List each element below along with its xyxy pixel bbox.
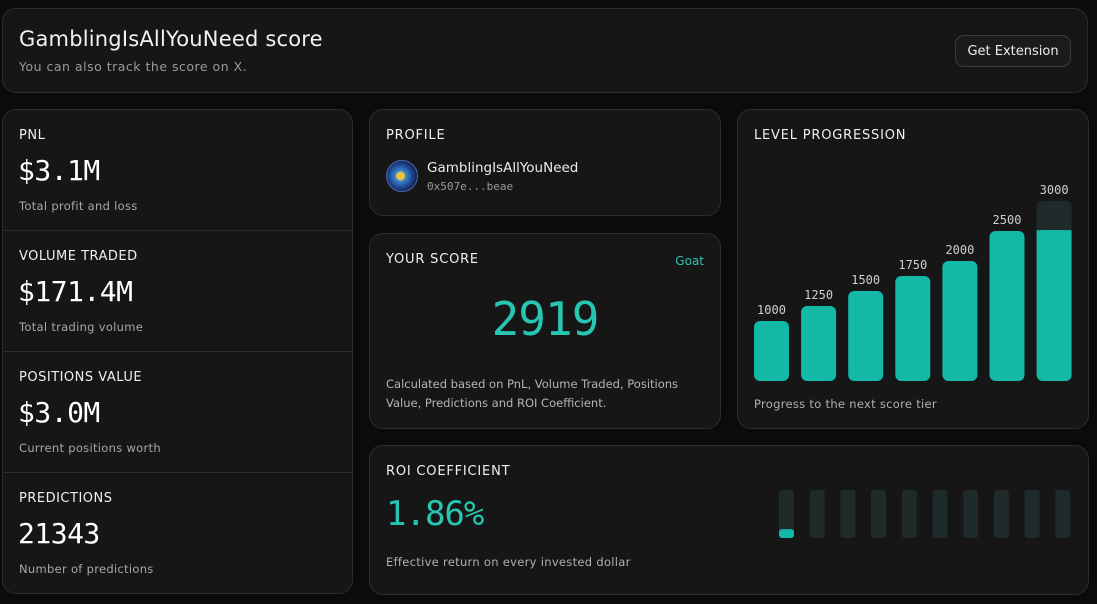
level-bar-1750 (895, 276, 931, 381)
roi-description: Effective return on every invested dolla… (386, 555, 631, 569)
roi-meter-fill (779, 529, 794, 538)
roi-meter-segment (840, 490, 856, 538)
level-tick-label: 2500 (993, 213, 1022, 227)
level-progression-card: LEVEL PROGRESSION 1000 1250 1500 1750 2000 25… (737, 109, 1089, 429)
score-card: YOUR SCORE Goat 2919 Calculated based on… (369, 233, 721, 429)
stat-label: POSITIONS VALUE (19, 370, 143, 385)
roi-meter-segment (1024, 490, 1040, 538)
page-title: GamblingIsAllYouNeed score (19, 27, 323, 51)
level-tick-label: 1750 (898, 258, 927, 272)
roi-meter-segment (993, 490, 1009, 538)
page-subtitle: You can also track the score on X. (19, 59, 248, 74)
stats-card: PNL $3.1M Total profit and loss VOLUME T… (2, 109, 353, 594)
level-tick-label: 2000 (945, 243, 974, 257)
roi-meter-segment (1055, 490, 1071, 538)
score-note: Calculated based on PnL, Volume Traded, … (386, 377, 679, 410)
level-bar-3000-fill (1036, 230, 1072, 381)
level-tick-label: 1250 (804, 288, 833, 302)
profile-label: PROFILE (386, 128, 446, 143)
stat-description: Total profit and loss (19, 199, 138, 213)
stat-value: $171.4M (18, 275, 133, 308)
stat-positions-value: POSITIONS VALUE $3.0M Current positions … (3, 352, 352, 473)
stat-value: $3.0M (18, 396, 100, 429)
wallet-address: 0x507e...beae (427, 180, 514, 193)
roi-meter-segment (871, 490, 887, 538)
level-tick-label: 1500 (851, 273, 880, 287)
level-bar-1250 (801, 306, 837, 381)
stat-label: VOLUME TRADED (19, 249, 138, 264)
roi-meter-segment (809, 490, 825, 538)
profile-card: PROFILE GamblingIsAllYouNeed 0x507e...be… (369, 109, 721, 216)
level-bar-1000 (754, 321, 789, 381)
stat-value: $3.1M (18, 154, 100, 187)
stat-description: Total trading volume (19, 320, 144, 334)
roi-card: ROI COEFFICIENT 1.86% Effective return o… (369, 445, 1089, 595)
roi-meter-segment (963, 490, 979, 538)
roi-label: ROI COEFFICIENT (386, 464, 511, 479)
tier-badge: Goat (675, 254, 704, 268)
profile-name: GamblingIsAllYouNeed (427, 160, 579, 176)
score-label: YOUR SCORE (386, 252, 479, 267)
roi-meter-segment (779, 490, 794, 538)
level-label: LEVEL PROGRESSION (754, 128, 907, 143)
level-footer: Progress to the next score tier (754, 397, 937, 411)
stat-volume-traded: VOLUME TRADED $171.4M Total trading volu… (3, 231, 352, 352)
stat-label: PNL (19, 128, 46, 143)
roi-meter-segment (901, 490, 917, 538)
level-bars: 1000 1250 1500 1750 2000 2500 3000 (754, 183, 1072, 381)
stat-description: Current positions worth (19, 441, 161, 455)
level-bar-2500 (989, 231, 1025, 381)
level-tick-label: 3000 (1040, 183, 1069, 197)
avatar[interactable] (386, 160, 418, 192)
stat-predictions: PREDICTIONS 21343 Number of predictions (3, 473, 352, 593)
level-bar-1500 (848, 291, 884, 381)
roi-meter-segment (932, 490, 948, 538)
header-card: GamblingIsAllYouNeed score You can also … (2, 8, 1088, 93)
stat-pnl: PNL $3.1M Total profit and loss (3, 110, 352, 231)
level-tick-label: 1000 (757, 303, 786, 317)
level-bar-2000 (942, 261, 978, 381)
stat-label: PREDICTIONS (19, 491, 113, 506)
level-bar-3000-fill-edge (1036, 230, 1072, 237)
stat-description: Number of predictions (19, 562, 154, 576)
get-extension-button[interactable]: Get Extension (955, 35, 1071, 67)
stat-value: 21343 (18, 517, 100, 550)
roi-meter (779, 490, 1071, 538)
score-value: 2919 (491, 292, 600, 346)
roi-value: 1.86% (386, 494, 484, 534)
